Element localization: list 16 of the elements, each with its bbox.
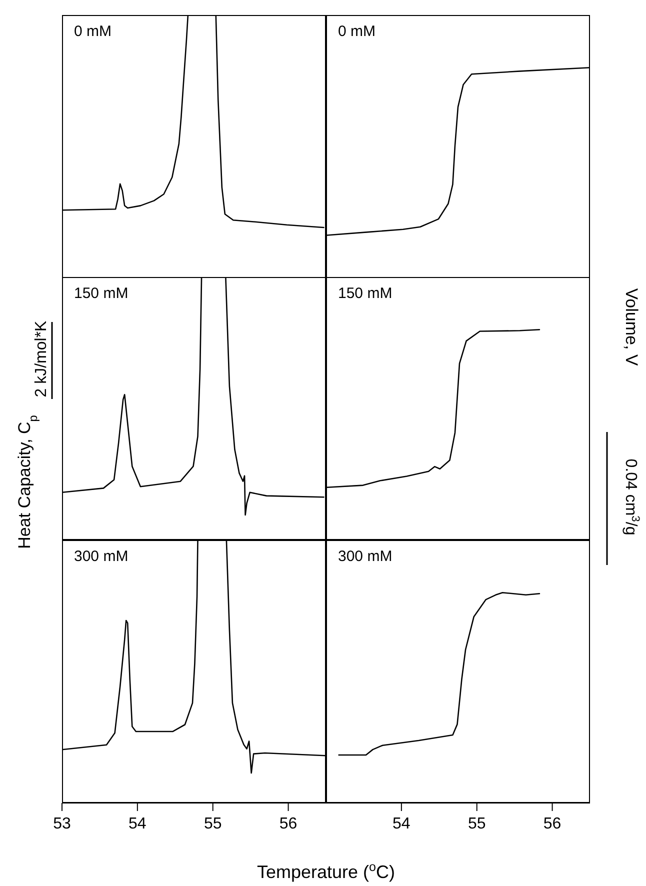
text: 150 mM [338,285,392,302]
annotation: 300 mM [74,548,128,565]
x-tick-label: 55 [204,815,222,832]
annotation: 150 mM [74,285,128,302]
x-tick-label: 55 [468,815,486,832]
text: 2 kJ/mol*K [33,320,50,398]
x-tick-label: 54 [392,815,410,832]
x-tick-label: 56 [543,815,562,832]
text: 300 mM [338,548,392,565]
x-axis-title: Temperature ($^{o}$C) [256,860,396,882]
x-tick-label: 54 [128,815,146,832]
x-tick-label: 56 [279,815,298,832]
y-axis-title: Volume, V [622,288,641,366]
text: 0 mM [338,23,376,40]
annotation: 0 mM [74,23,112,40]
x-tick-label: 53 [53,815,71,832]
